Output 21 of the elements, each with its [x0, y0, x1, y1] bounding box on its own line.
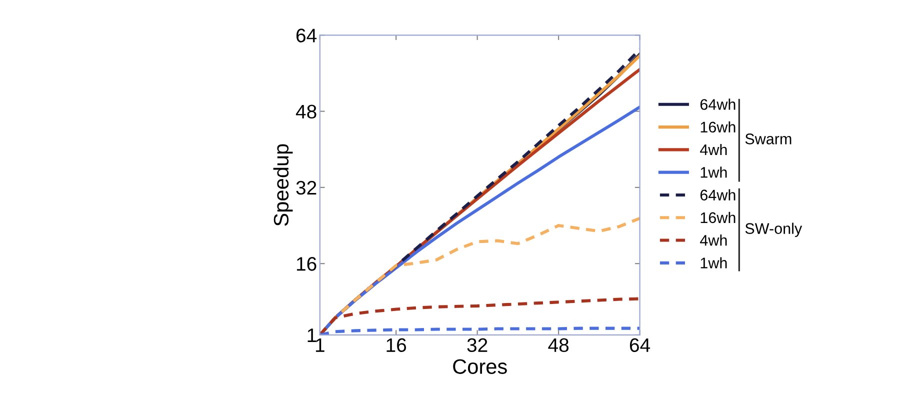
legend-label: 1wh — [700, 257, 727, 268]
y-axis-title: Speedup — [273, 144, 293, 226]
x-tick-label: 64 — [630, 338, 650, 352]
text: SW-only — [745, 222, 802, 237]
legend-label: 16wh — [700, 121, 736, 133]
y-tick-label: 32 — [296, 180, 316, 195]
y-tick-label: 16 — [296, 257, 316, 271]
text: Swarm — [745, 134, 792, 144]
y-tick-label: 64 — [296, 28, 317, 42]
legend-label: 64wh — [700, 189, 736, 200]
y-tick-label: 48 — [296, 104, 316, 119]
legend-label: 1wh — [700, 166, 727, 178]
legend-label: 64wh — [700, 98, 736, 110]
legend-label: 4wh — [700, 234, 727, 246]
x-axis-title: Cores — [453, 359, 507, 374]
legend-label: 16wh — [700, 212, 736, 224]
y-tick-label: 1 — [308, 328, 316, 342]
x-tick-label: 16 — [386, 338, 406, 352]
x-tick-label: 32 — [467, 338, 488, 352]
x-tick-label: 48 — [548, 338, 569, 352]
legend-label: 4wh — [700, 144, 727, 156]
